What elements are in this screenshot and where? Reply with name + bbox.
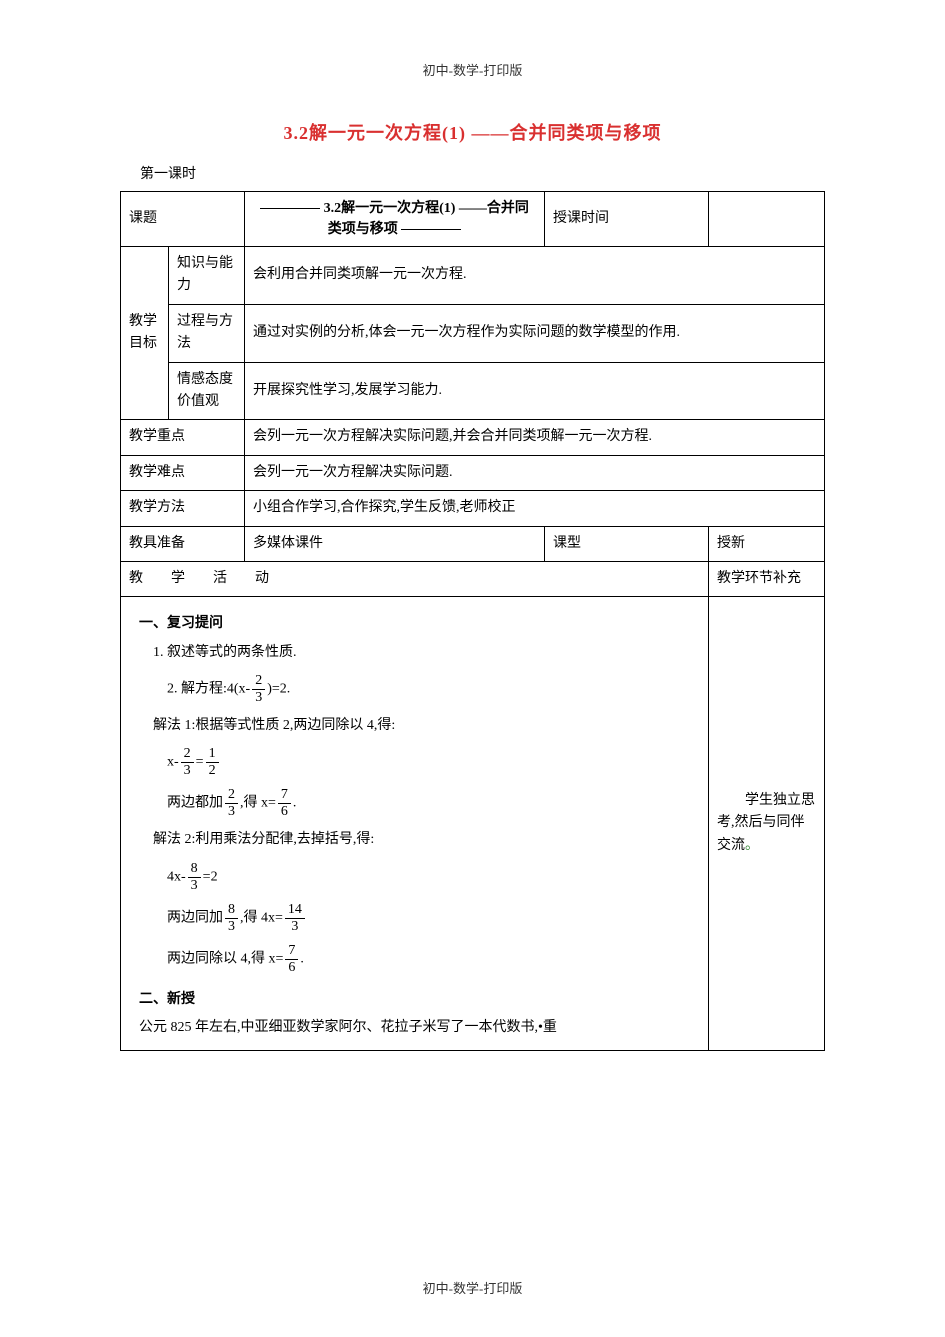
l2b: )=2. — [267, 682, 290, 697]
subtitle: 第一课时 — [120, 163, 825, 183]
difficulty-label: 教学难点 — [121, 455, 245, 490]
time-label: 授课时间 — [545, 192, 709, 247]
line-2: 2. 解方程:4(x-23)=2. — [153, 674, 690, 705]
page: 初中-数学-打印版 3.2解一元一次方程(1) ——合并同类项与移项 第一课时 … — [0, 0, 945, 1101]
goal1-label: 知识与能力 — [169, 247, 245, 305]
row-activity-header: 教 学 活 动 教学环节补充 — [121, 561, 825, 596]
page-footer: 初中-数学-打印版 — [0, 1278, 945, 1297]
frac-8-3b: 83 — [225, 903, 238, 934]
line-1: 1. 叙述等式的两条性质. — [139, 642, 690, 664]
row-prep: 教具准备 多媒体课件 课型 授新 — [121, 526, 825, 561]
goal1-text: 会利用合并同类项解一元一次方程. — [245, 247, 825, 305]
row-difficulty: 教学难点 会列一元一次方程解决实际问题. — [121, 455, 825, 490]
activity-header-right: 教学环节补充 — [709, 561, 825, 596]
frac-14-3: 143 — [285, 903, 305, 934]
prep-type-label: 课型 — [545, 526, 709, 561]
focus-label: 教学重点 — [121, 420, 245, 455]
row-goal1: 教学目标 知识与能力 会利用合并同类项解一元一次方程. — [121, 247, 825, 305]
row-goal3: 情感态度价值观 开展探究性学习,发展学习能力. — [121, 362, 825, 420]
topic-label: 课题 — [121, 192, 245, 247]
underline-right — [401, 229, 461, 230]
page-header: 初中-数学-打印版 — [120, 60, 825, 79]
lesson-table: 课题 3.2解一元一次方程(1) ——合并同 类项与移项 授课时间 教学目标 知… — [120, 191, 825, 1051]
l2a: 2. 解方程:4(x- — [167, 682, 250, 697]
frac-8-3: 83 — [188, 862, 201, 893]
difficulty-text: 会列一元一次方程解决实际问题. — [245, 455, 825, 490]
activity-body: 一、复习提问 1. 叙述等式的两条性质. 2. 解方程:4(x-23)=2. 解… — [121, 597, 709, 1050]
activity-header-left: 教 学 活 动 — [121, 561, 709, 596]
green-dot: 。 — [745, 838, 759, 853]
eq1a: x- — [167, 755, 179, 770]
topic-title-cell: 3.2解一元一次方程(1) ——合并同 类项与移项 — [245, 192, 545, 247]
div4: 两边同除以 4,得 x= — [167, 952, 283, 967]
div4-line: 两边同除以 4,得 x=76. — [153, 944, 690, 975]
dot2: . — [300, 952, 304, 967]
frac-7-6: 76 — [278, 788, 291, 819]
row-method: 教学方法 小组合作学习,合作探究,学生反馈,老师校正 — [121, 491, 825, 526]
eq1: x-23=12 — [153, 747, 690, 778]
title-red: 3.2解一元一次方程(1) ——合并同类项与移项 — [120, 119, 825, 145]
topic-title: 3.2解一元一次方程(1) ——合并同 类项与移项 — [253, 198, 536, 240]
eq2: 4x-83=2 — [153, 862, 690, 893]
method-text: 小组合作学习,合作探究,学生反馈,老师校正 — [245, 491, 825, 526]
side-note-text: 学生独立思考,然后与同伴交流 — [717, 793, 815, 853]
bothadd: 两边都加 — [167, 796, 223, 811]
time-value — [709, 192, 825, 247]
new-text: 公元 825 年左右,中亚细亚数学家阿尔、花拉子米写了一本代数书,•重 — [139, 1017, 690, 1039]
section-new: 二、新授 — [139, 989, 690, 1011]
goals-label: 教学目标 — [121, 247, 169, 420]
frac-2-3: 23 — [252, 674, 265, 705]
frac-2-3c: 23 — [225, 788, 238, 819]
section-review: 一、复习提问 — [139, 613, 690, 635]
frac-2-3b: 23 — [181, 747, 194, 778]
goal2-label: 过程与方法 — [169, 304, 245, 362]
row-goal2: 过程与方法 通过对实例的分析,体会一元一次方程作为实际问题的数学模型的作用. — [121, 304, 825, 362]
get4x: ,得 4x= — [240, 911, 283, 926]
underline-left — [260, 208, 320, 209]
row-topic: 课题 3.2解一元一次方程(1) ——合并同 类项与移项 授课时间 — [121, 192, 825, 247]
getx: ,得 x= — [240, 796, 276, 811]
row-focus: 教学重点 会列一元一次方程解决实际问题,并会合并同类项解一元一次方程. — [121, 420, 825, 455]
goal3-label: 情感态度价值观 — [169, 362, 245, 420]
frac-7-6b: 76 — [285, 944, 298, 975]
eq2a: 4x- — [167, 870, 186, 885]
focus-text: 会列一元一次方程解决实际问题,并会合并同类项解一元一次方程. — [245, 420, 825, 455]
prep-text: 多媒体课件 — [245, 526, 545, 561]
bothadd2: 两边同加 — [167, 911, 223, 926]
method-label: 教学方法 — [121, 491, 245, 526]
goal3-text: 开展探究性学习,发展学习能力. — [245, 362, 825, 420]
topic-line1: 3.2解一元一次方程(1) ——合并同 — [324, 201, 529, 216]
side-note-cell: 学生独立思考,然后与同伴交流。 — [709, 597, 825, 1050]
row-activity-body: 一、复习提问 1. 叙述等式的两条性质. 2. 解方程:4(x-23)=2. 解… — [121, 597, 825, 1050]
bothadd-line: 两边都加23,得 x=76. — [153, 788, 690, 819]
eq2b: =2 — [203, 870, 218, 885]
dot1: . — [293, 796, 297, 811]
eq1mid: = — [196, 755, 204, 770]
topic-line2: 类项与移项 — [328, 222, 398, 237]
sol1-intro: 解法 1:根据等式性质 2,两边同除以 4,得: — [139, 715, 690, 737]
prep-type-value: 授新 — [709, 526, 825, 561]
goal2-text: 通过对实例的分析,体会一元一次方程作为实际问题的数学模型的作用. — [245, 304, 825, 362]
prep-label: 教具准备 — [121, 526, 245, 561]
sol2-intro: 解法 2:利用乘法分配律,去掉括号,得: — [139, 829, 690, 851]
bothadd2-line: 两边同加83,得 4x=143 — [153, 903, 690, 934]
frac-1-2: 12 — [206, 747, 219, 778]
